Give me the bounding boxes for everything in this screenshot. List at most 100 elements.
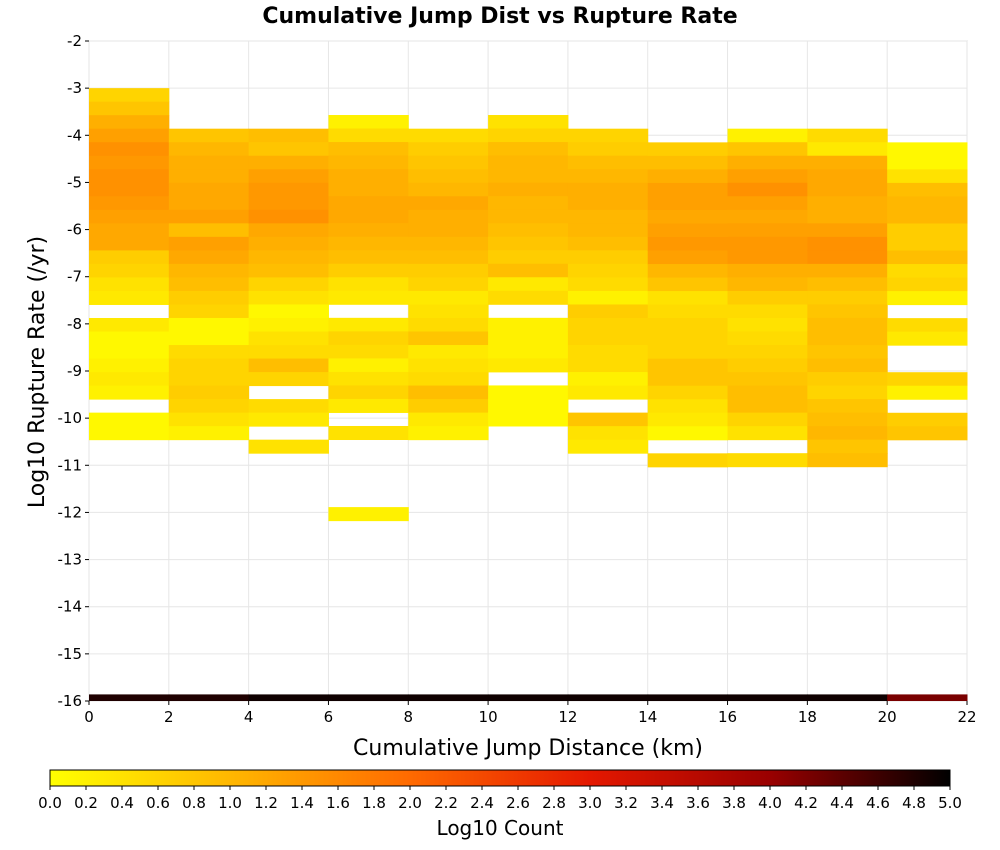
y-tick-label: -15 bbox=[58, 645, 83, 663]
heatmap-cell bbox=[807, 304, 888, 319]
heatmap-cell bbox=[647, 318, 729, 333]
heatmap-cell bbox=[408, 385, 489, 400]
heatmap-cell bbox=[488, 128, 569, 143]
heatmap-cell bbox=[408, 155, 489, 170]
heatmap-cell bbox=[328, 317, 409, 332]
heatmap-cell bbox=[647, 345, 729, 360]
heatmap-cell bbox=[89, 263, 170, 278]
colorbar-tick-label: 1.8 bbox=[362, 794, 386, 812]
heatmap-cell bbox=[887, 291, 968, 306]
heatmap-cell bbox=[89, 155, 170, 170]
heatmap-cell bbox=[488, 155, 569, 170]
heatmap-cell bbox=[408, 142, 489, 157]
heatmap-cell bbox=[567, 236, 649, 251]
heatmap-cell bbox=[488, 182, 569, 197]
heatmap-cell bbox=[408, 182, 489, 197]
heatmap-cell bbox=[248, 290, 329, 305]
heatmap-cell bbox=[408, 412, 489, 427]
heatmap-cell bbox=[168, 317, 250, 332]
heatmap-cell bbox=[168, 155, 250, 170]
heatmap-cell bbox=[567, 412, 649, 427]
heatmap-cell bbox=[248, 263, 329, 278]
heatmap-cell bbox=[727, 277, 808, 292]
heatmap-cell bbox=[89, 142, 170, 157]
heatmap-cell bbox=[807, 317, 888, 332]
heatmap-cell bbox=[408, 169, 489, 184]
heatmap-cell bbox=[647, 426, 729, 441]
heatmap-cell bbox=[567, 196, 649, 211]
heatmap-cell bbox=[567, 128, 649, 143]
colorbar-tick-label: 0.0 bbox=[38, 794, 62, 812]
heatmap-cell bbox=[647, 453, 729, 468]
heatmap-cell bbox=[567, 426, 649, 441]
heatmap-cell bbox=[647, 385, 729, 400]
heatmap-cell bbox=[567, 142, 649, 157]
heatmap-cell bbox=[328, 223, 409, 238]
heatmap-cell bbox=[168, 304, 250, 319]
y-tick-label: -10 bbox=[58, 409, 83, 427]
heatmap-cell bbox=[488, 277, 569, 292]
heatmap-cells bbox=[89, 88, 968, 701]
heatmap-cell bbox=[727, 155, 808, 170]
y-axis-ticks: -2 -3 -4 -5 -6 -7 -8 -9 -10 -11 -12 -13 -14 -15 -16 bbox=[58, 32, 89, 710]
heatmap-cell bbox=[807, 412, 888, 427]
heatmap-cell bbox=[328, 142, 409, 157]
heatmap-cell bbox=[248, 128, 329, 143]
heatmap-cell bbox=[488, 236, 569, 251]
heatmap-cell bbox=[168, 142, 250, 157]
colorbar-tick-label: 4.8 bbox=[902, 794, 926, 812]
heatmap-cell bbox=[567, 385, 649, 400]
colorbar-tick-label: 1.0 bbox=[218, 794, 242, 812]
heatmap-cell bbox=[248, 277, 329, 292]
heatmap-cell bbox=[89, 426, 170, 441]
y-tick-label: -5 bbox=[67, 173, 82, 191]
heatmap-cell bbox=[248, 439, 329, 454]
x-tick-label: 22 bbox=[957, 708, 976, 726]
heatmap-cell bbox=[488, 398, 569, 413]
colorbar-tick-label: 3.8 bbox=[722, 794, 746, 812]
heatmap-cell bbox=[567, 182, 649, 197]
y-tick-label: -13 bbox=[58, 551, 83, 569]
heatmap-cell bbox=[567, 331, 649, 346]
colorbar-tick-label: 2.0 bbox=[398, 794, 422, 812]
heatmap-cell bbox=[727, 372, 808, 387]
heatmap-cell bbox=[727, 169, 808, 184]
heatmap-cell bbox=[807, 196, 888, 211]
colorbar-tick-label: 2.8 bbox=[542, 794, 566, 812]
x-tick-label: 8 bbox=[403, 708, 413, 726]
heatmap-cell bbox=[168, 263, 250, 278]
heatmap-cell bbox=[567, 263, 649, 278]
heatmap-cell-bottom bbox=[887, 694, 968, 701]
heatmap-cell bbox=[248, 345, 329, 360]
heatmap-cell bbox=[567, 304, 649, 319]
heatmap-cell bbox=[248, 169, 329, 184]
heatmap-cell bbox=[89, 290, 170, 305]
heatmap-cell bbox=[807, 372, 888, 387]
heatmap-cell bbox=[168, 385, 250, 400]
heatmap-cell bbox=[567, 290, 649, 305]
heatmap-cell bbox=[807, 236, 888, 251]
x-tick-label: 20 bbox=[878, 708, 897, 726]
colorbar-tick-label: 0.8 bbox=[182, 794, 206, 812]
heatmap-cell bbox=[408, 372, 489, 387]
y-tick-label: -9 bbox=[67, 362, 82, 380]
heatmap-cell-bottom bbox=[488, 694, 569, 701]
heatmap-cell bbox=[168, 169, 250, 184]
heatmap-cell bbox=[168, 250, 250, 265]
heatmap-cell-bottom bbox=[168, 694, 250, 701]
heatmap-cell bbox=[727, 196, 808, 211]
heatmap-cell bbox=[89, 223, 170, 238]
heatmap-cell bbox=[807, 439, 888, 454]
x-axis-ticks: 0 2 4 6 8 10 12 14 16 18 20 22 bbox=[84, 701, 977, 726]
heatmap-cell bbox=[647, 412, 729, 427]
colorbar-tick-label: 2.4 bbox=[470, 794, 494, 812]
heatmap-cell bbox=[89, 196, 170, 211]
heatmap-cell-bottom bbox=[248, 694, 329, 701]
heatmap-cell bbox=[328, 371, 409, 386]
heatmap-cell bbox=[727, 331, 808, 346]
colorbar-ticks: 0.0 0.2 0.4 0.6 0.8 1.0 1.2 1.4 1.6 1.8 2.0 2.2 2.4 2… bbox=[38, 786, 962, 812]
heatmap-cell bbox=[647, 277, 729, 292]
heatmap-cell bbox=[807, 358, 888, 373]
heatmap-cell-bottom bbox=[408, 694, 489, 701]
heatmap-cell bbox=[408, 426, 489, 441]
